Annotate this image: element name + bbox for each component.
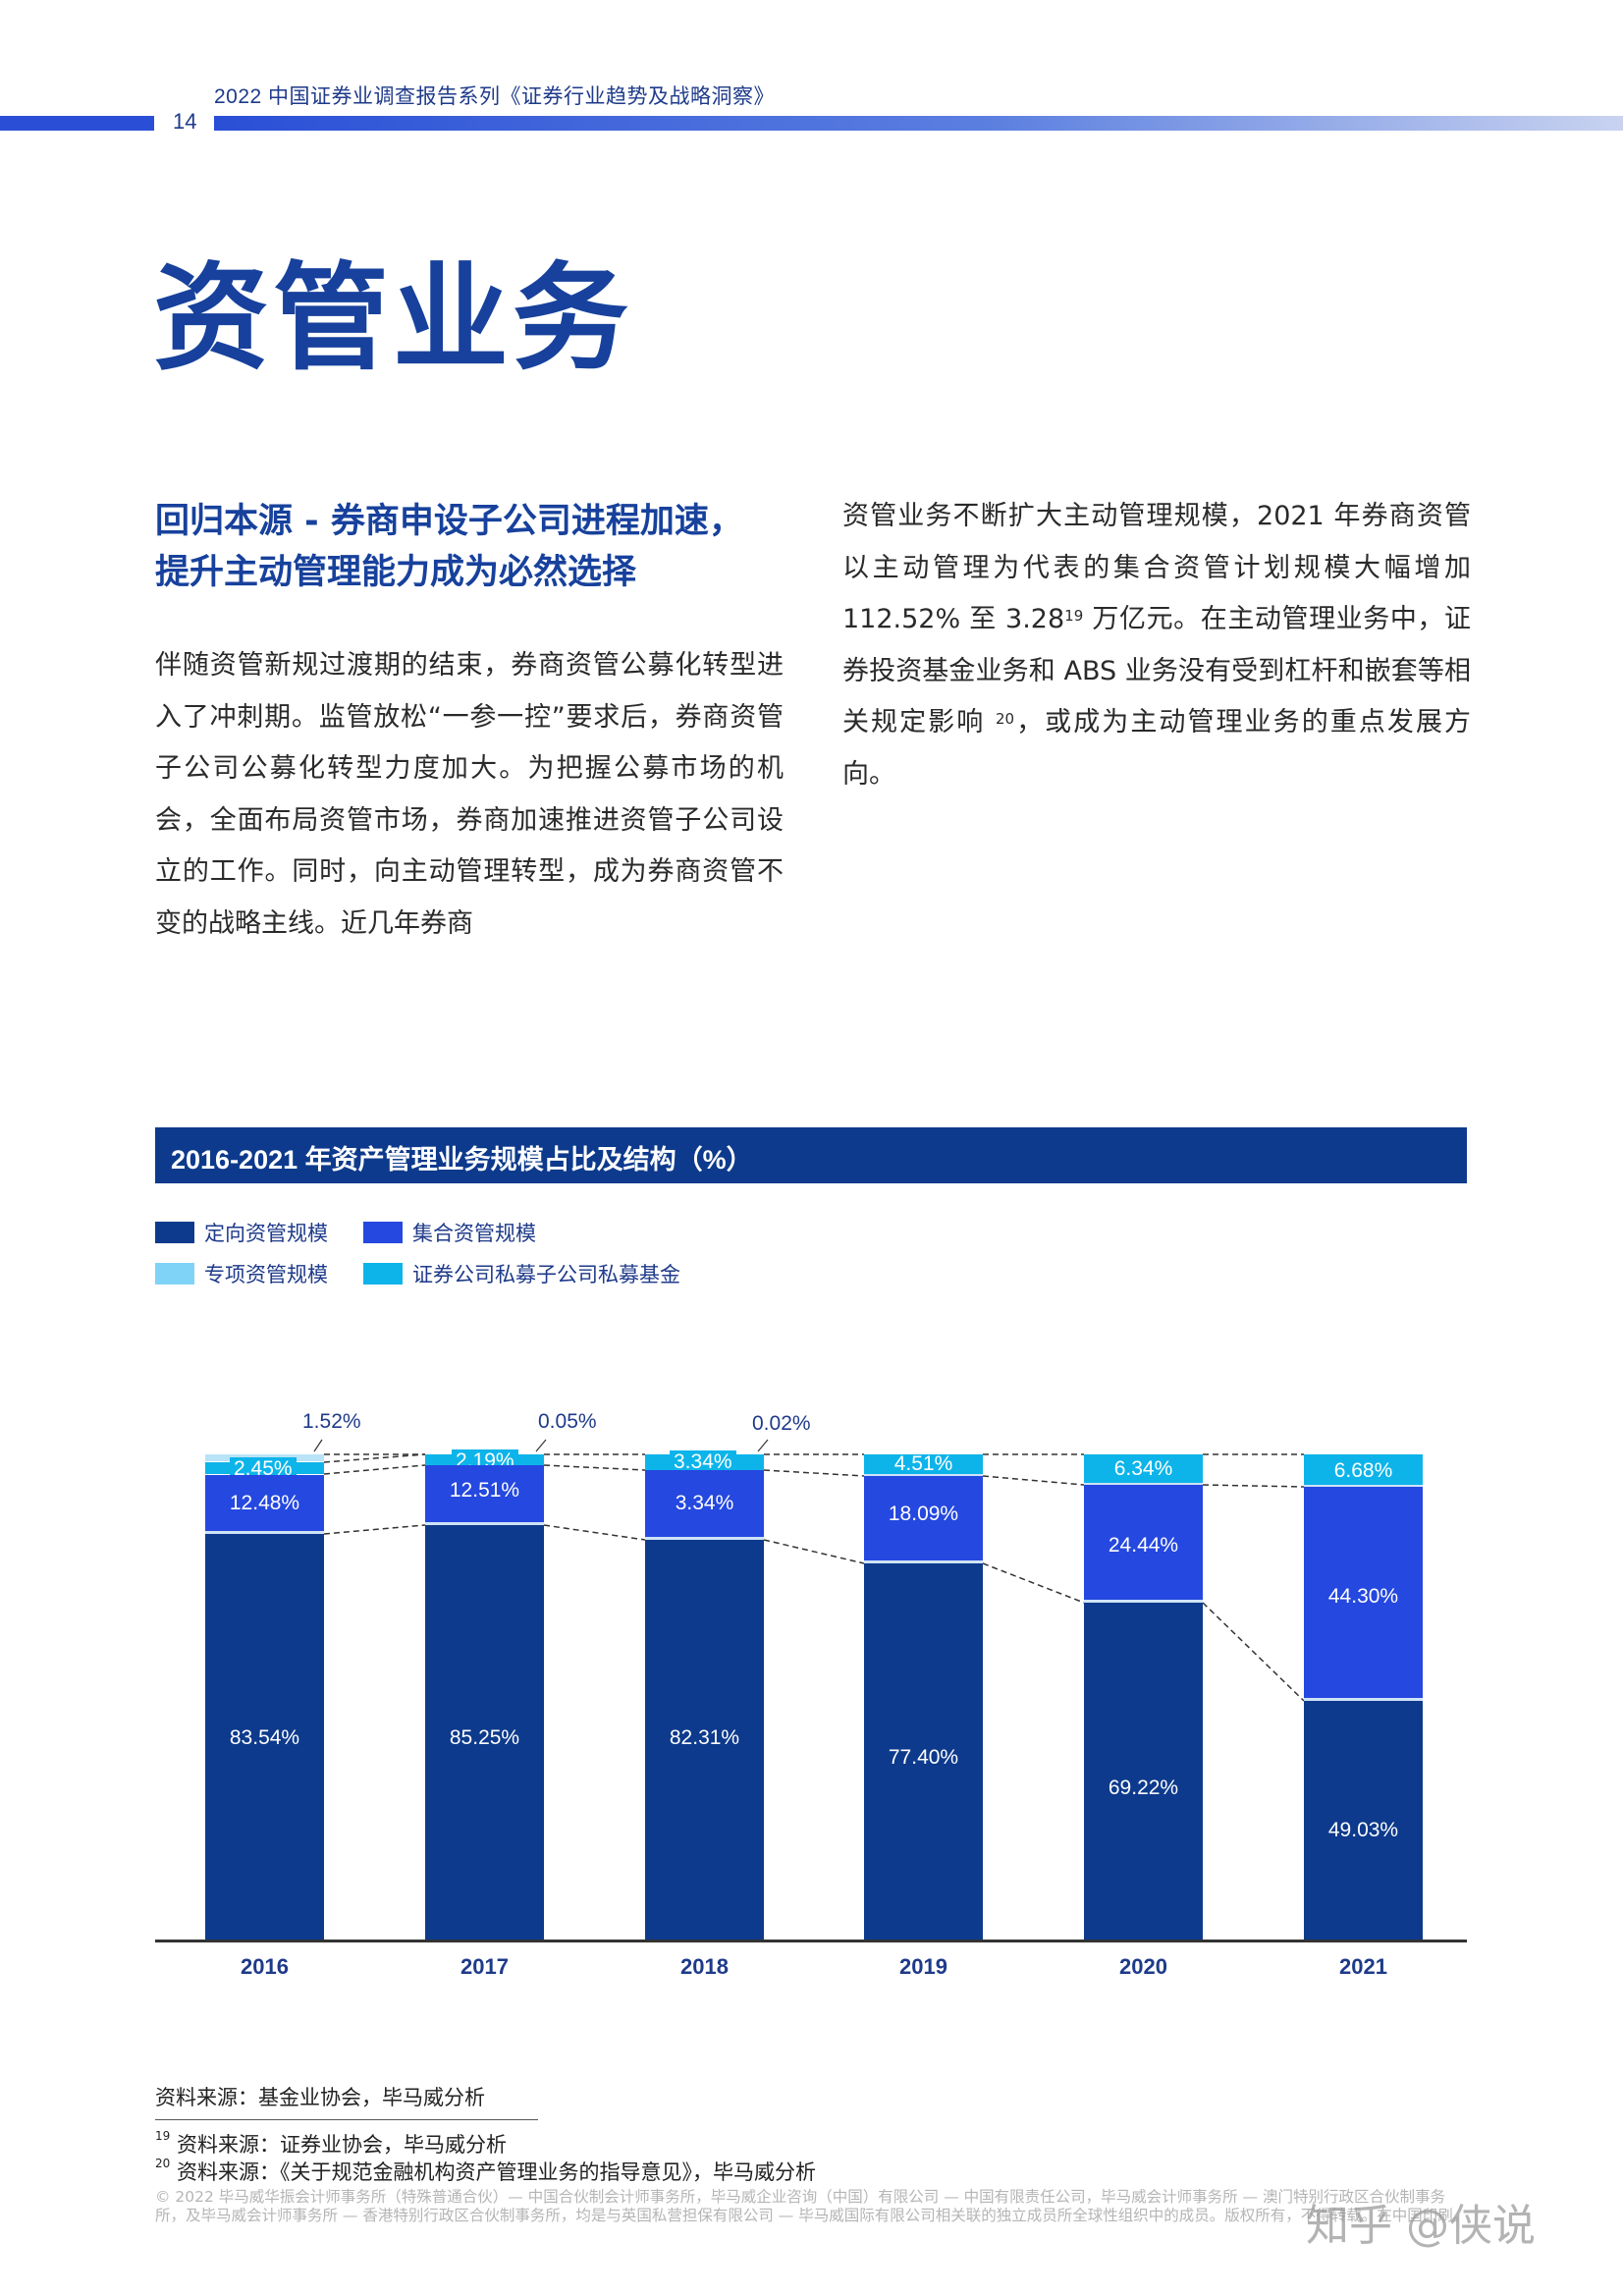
- value-label: 6.34%: [1113, 1457, 1173, 1480]
- body-paragraph-left: 伴随资管新规过渡期的结束，券商资管公募化转型进入了冲刺期。监管放松“一参一控”要…: [155, 650, 784, 939]
- legend-swatch-icon: [363, 1263, 403, 1285]
- x-tick-2021: 2021: [1339, 1954, 1387, 1979]
- value-label: 24.44%: [1108, 1534, 1179, 1557]
- paragraph-text: 万亿元。在主动管理业务中，证券投资基金业务和 ABS 业务没有受到杠杆和嵌套等相…: [842, 604, 1471, 738]
- bar-2019-private-fund: 4.51%: [864, 1452, 983, 1476]
- value-label: 18.09%: [888, 1503, 959, 1525]
- report-series-title: 2022 中国证券业调查报告系列《证券行业趋势及战略洞察》: [214, 85, 776, 108]
- footnote-text: 资料来源：证券业协会，毕马威分析: [176, 2133, 507, 2157]
- value-label: 82.31%: [669, 1726, 740, 1749]
- value-label: 83.54%: [229, 1726, 300, 1749]
- value-label: 4.51%: [893, 1452, 953, 1475]
- subtitle-line-1: 回归本源 - 券商申设子公司进程加速，: [155, 502, 743, 541]
- watermark: 知乎 @侠说: [1306, 2201, 1536, 2251]
- paragraph-text: ，或成为主动管理业务的重点发展方向。: [842, 707, 1472, 790]
- value-label: 85.25%: [449, 1726, 520, 1749]
- legal-notice: © 2022 毕马威华振会计师事务所（特殊普通合伙）— 中国合伙制会计师事务所，…: [155, 2188, 1469, 2224]
- x-tick-2016: 2016: [241, 1954, 289, 1979]
- footnote-20: 20 资料来源：《关于规范金融机构资产管理业务的指导意见》，毕马威分析: [155, 2157, 816, 2186]
- value-label: 49.03%: [1327, 1819, 1399, 1841]
- footnote-ref-20: 20: [995, 710, 1015, 728]
- bar-2019-collective: 18.09%: [864, 1476, 983, 1563]
- annotation-2018-special: 0.02%: [752, 1412, 811, 1435]
- footnote-ref-19: 19: [1064, 607, 1084, 625]
- footnote-divider: [155, 2119, 538, 2120]
- bar-2019-directional: 77.40%: [864, 1563, 983, 1940]
- annotation-2017-special: 0.05%: [538, 1410, 597, 1433]
- value-label: 3.34%: [675, 1492, 734, 1514]
- bar-2020-private-fund: 6.34%: [1084, 1454, 1203, 1485]
- bar-2016-collective: 12.48%: [205, 1475, 324, 1534]
- legend-label: 集合资管规模: [412, 1222, 536, 1245]
- bar-2017-directional: 85.25%: [425, 1525, 544, 1940]
- chart-title: 2016-2021 年资产管理业务规模占比及结构（%）: [171, 1145, 753, 1175]
- annotation-2016-special: 1.52%: [302, 1410, 361, 1433]
- footnote-19: 19 资料来源：证券业协会，毕马威分析: [155, 2129, 507, 2159]
- value-label: 44.30%: [1327, 1585, 1399, 1608]
- footnote-number: 19: [155, 2129, 171, 2143]
- x-tick-2019: 2019: [899, 1954, 947, 1979]
- chart-title-banner: 2016-2021 年资产管理业务规模占比及结构（%）: [155, 1127, 1467, 1183]
- x-tick-2018: 2018: [680, 1954, 729, 1979]
- header-accent-bar-right: [214, 116, 1623, 131]
- bar-2016-directional: 83.54%: [205, 1534, 324, 1940]
- legend-swatch-icon: [363, 1222, 403, 1243]
- legend-item-special: 专项资管规模: [155, 1259, 328, 1288]
- bar-2018-collective: 3.34%: [645, 1470, 764, 1540]
- value-label: 77.40%: [888, 1746, 959, 1769]
- value-label: 12.48%: [229, 1492, 300, 1514]
- footnote-number: 20: [155, 2157, 171, 2170]
- chart-source: 资料来源：基金业协会，毕马威分析: [155, 2086, 485, 2109]
- subtitle-line-2: 提升主动管理能力成为必然选择: [155, 553, 637, 592]
- page-number: 14: [173, 109, 197, 134]
- footnote-text: 资料来源：《关于规范金融机构资产管理业务的指导意见》，毕马威分析: [176, 2160, 816, 2184]
- section-subtitle: 回归本源 - 券商申设子公司进程加速， 提升主动管理能力成为必然选择: [155, 496, 842, 598]
- header-accent-bar-left: [0, 116, 154, 131]
- section-title: 资管业务: [153, 250, 633, 386]
- paragraph-text: 资管业务不断扩大主动管理规模，2021 年券商资管以主动管理为代表的集合资管计划…: [842, 501, 1471, 634]
- legend-label: 证券公司私募子公司私募基金: [412, 1263, 680, 1286]
- value-label: 69.22%: [1108, 1777, 1179, 1799]
- bar-2021-directional: 49.03%: [1304, 1701, 1423, 1940]
- x-tick-2017: 2017: [460, 1954, 509, 1979]
- x-tick-2020: 2020: [1119, 1954, 1167, 1979]
- legend-item-private-fund: 证券公司私募子公司私募基金: [363, 1259, 680, 1288]
- legend-swatch-icon: [155, 1263, 194, 1285]
- value-label: 6.68%: [1333, 1459, 1393, 1482]
- bar-2021-private-fund: 6.68%: [1304, 1454, 1423, 1487]
- bar-2020-collective: 24.44%: [1084, 1485, 1203, 1603]
- value-label: 12.51%: [449, 1479, 520, 1502]
- bar-2021-collective: 44.30%: [1304, 1487, 1423, 1701]
- bar-2017-collective: 12.51%: [425, 1465, 544, 1525]
- bar-2018-directional: 82.31%: [645, 1540, 764, 1940]
- x-axis-line: [155, 1940, 1467, 1942]
- legend-item-directional: 定向资管规模: [155, 1218, 328, 1247]
- bar-2020-directional: 69.22%: [1084, 1603, 1203, 1940]
- legend-item-collective: 集合资管规模: [363, 1218, 536, 1247]
- body-paragraph-right: 资管业务不断扩大主动管理规模，2021 年券商资管以主动管理为代表的集合资管计划…: [842, 491, 1471, 800]
- legend-swatch-icon: [155, 1222, 194, 1243]
- legend-label: 定向资管规模: [204, 1222, 328, 1245]
- legend-label: 专项资管规模: [204, 1263, 328, 1286]
